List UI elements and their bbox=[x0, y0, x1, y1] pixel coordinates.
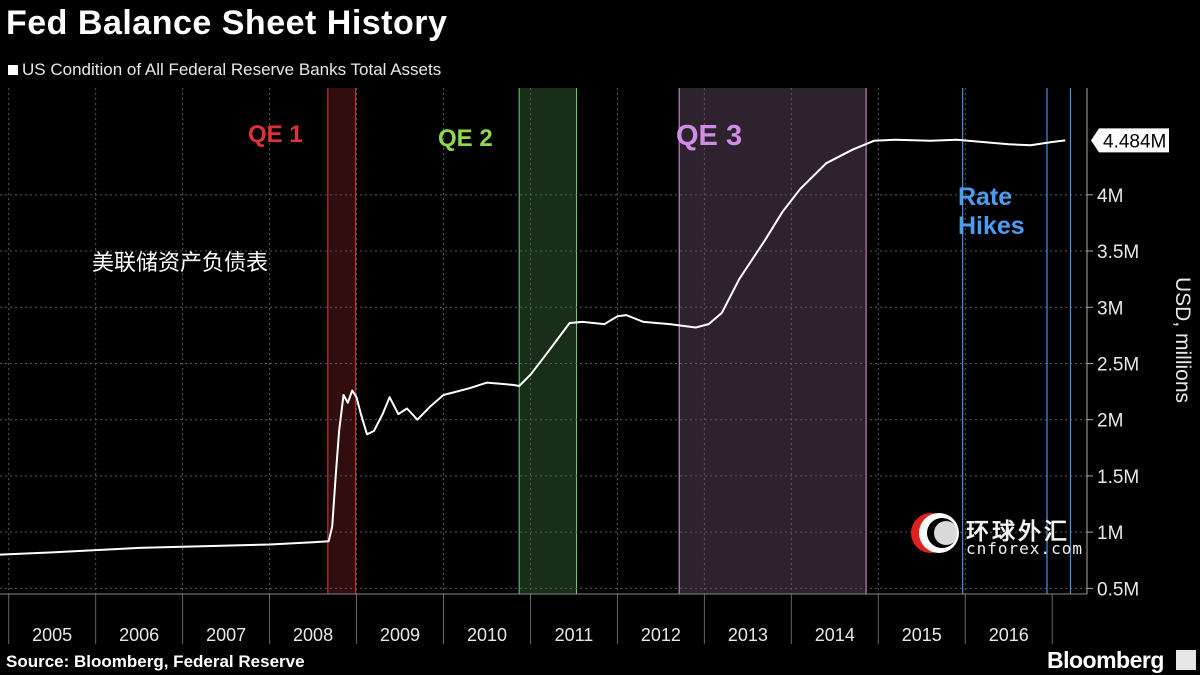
x-tick-label: 2013 bbox=[728, 625, 768, 645]
x-tick-label: 2014 bbox=[815, 625, 855, 645]
x-tick-label: 2010 bbox=[467, 625, 507, 645]
rate-hikes-label-line1: Rate bbox=[958, 183, 1012, 211]
qe-region-3 bbox=[679, 88, 867, 594]
chart-menu-icon[interactable] bbox=[1176, 650, 1196, 670]
y-tick-label: 3M bbox=[1097, 298, 1123, 319]
x-tick-label: 2011 bbox=[555, 625, 594, 645]
y-tick-label: 3.5M bbox=[1097, 242, 1139, 263]
legend-swatch bbox=[8, 65, 18, 75]
qe2-label: QE 2 bbox=[438, 125, 493, 152]
legend-label: US Condition of All Federal Reserve Bank… bbox=[22, 60, 442, 79]
y-tick-label: 1.5M bbox=[1097, 467, 1139, 488]
y-tick-label: 1M bbox=[1097, 523, 1123, 544]
x-tick-label: 2015 bbox=[902, 625, 942, 645]
chinese-annotation: 美联储资产负债表 bbox=[92, 251, 268, 276]
x-tick-label: 2005 bbox=[32, 625, 72, 645]
chart-title: Fed Balance Sheet History bbox=[6, 4, 448, 42]
rate-hikes-label-line2: Hikes bbox=[958, 212, 1025, 240]
qe-region-2 bbox=[519, 88, 577, 594]
y-tick-label: 0.5M bbox=[1097, 579, 1139, 600]
y-tick-label: 2.5M bbox=[1097, 354, 1139, 375]
bloomberg-logo: Bloomberg bbox=[1047, 647, 1164, 673]
y-axis-title: USD, millions bbox=[1171, 277, 1194, 403]
last-value-marker bbox=[1091, 128, 1169, 153]
x-tick-label: 2007 bbox=[206, 625, 246, 645]
x-tick-label: 2016 bbox=[989, 625, 1029, 645]
source-note: Source: Bloomberg, Federal Reserve bbox=[6, 652, 305, 671]
watermark-chinese: 环球外汇 bbox=[966, 519, 1070, 545]
qe1-label: QE 1 bbox=[248, 121, 303, 148]
x-tick-label: 2006 bbox=[119, 625, 159, 645]
qe3-label: QE 3 bbox=[676, 120, 742, 152]
x-tick-label: 2012 bbox=[641, 625, 681, 645]
total-assets-line bbox=[0, 138, 1066, 556]
watermark-domain: cnforex.com bbox=[966, 539, 1083, 558]
cnforex-logo-icon bbox=[911, 513, 959, 553]
legend: US Condition of All Federal Reserve Bank… bbox=[8, 60, 441, 80]
x-tick-label: 2008 bbox=[293, 625, 333, 645]
x-tick-label: 2009 bbox=[380, 625, 420, 645]
y-tick-label: 4M bbox=[1097, 186, 1123, 207]
last-value-label: 4.484M bbox=[1103, 131, 1166, 152]
y-tick-label: 2M bbox=[1097, 411, 1123, 432]
